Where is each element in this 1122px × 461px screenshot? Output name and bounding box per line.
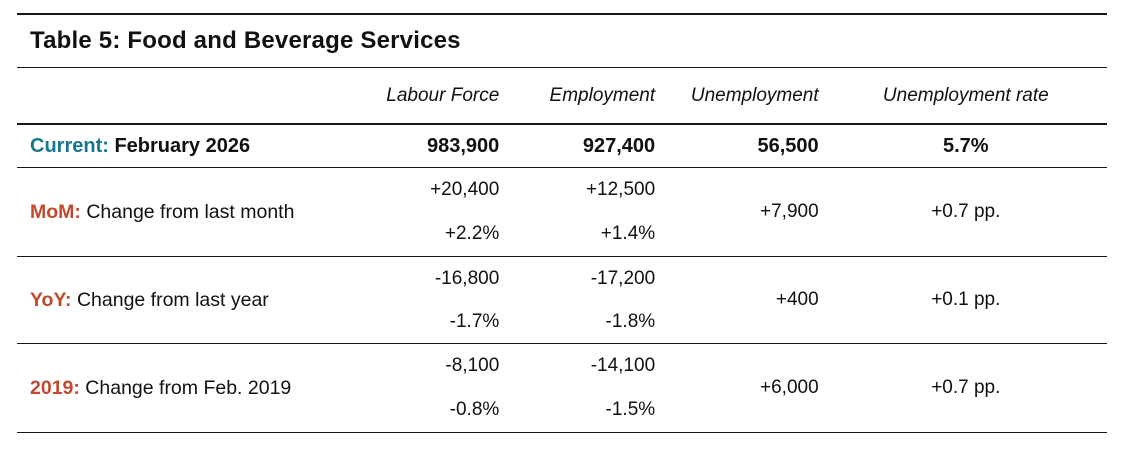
- cell-current-unemployment-rate: 5.7%: [943, 134, 989, 157]
- cell-2019-labour-force-pct: -0.8%: [449, 399, 500, 420]
- cell-yoy-labour-force-abs: -16,800: [434, 267, 500, 289]
- cell-current-unemployment: 56,500: [757, 134, 819, 157]
- cell-2019-employment-pct: -1.5%: [605, 399, 656, 420]
- cell-mom-employment-abs: +12,500: [585, 179, 656, 200]
- row-label-text-current: February 2026: [114, 134, 251, 157]
- table-title-row: Table 5: Food and Beverage Services: [17, 15, 1107, 68]
- cell-2019-employment-abs: -14,100: [590, 355, 656, 376]
- column-header-row: Labour Force Employment Unemployment Une…: [17, 68, 1107, 125]
- cell-yoy-employment: -17,200 -1.8%: [505, 257, 661, 343]
- column-header-unemployment: Unemployment: [690, 84, 819, 106]
- cell-mom-unemployment-rate: +0.7 pp.: [931, 201, 1001, 222]
- cell-yoy-employment-pct: -1.8%: [605, 310, 656, 332]
- cell-yoy-unemployment: +400: [775, 289, 819, 310]
- table-row-2019: 2019: Change from Feb. 2019 -8,100 -0.8%…: [17, 344, 1107, 432]
- cell-mom-unemployment: +7,900: [760, 201, 819, 222]
- cell-mom-labour-force: +20,400 +2.2%: [355, 168, 505, 256]
- cell-yoy-unemployment-rate: +0.1 pp.: [931, 289, 1001, 310]
- cell-mom-labour-force-pct: +2.2%: [444, 223, 500, 244]
- table-title: Table 5: Food and Beverage Services: [30, 27, 461, 54]
- cell-yoy-labour-force: -16,800 -1.7%: [355, 257, 505, 343]
- cell-mom-employment: +12,500 +1.4%: [505, 168, 661, 256]
- row-label-current: Current: February 2026: [17, 135, 355, 158]
- cell-2019-labour-force-abs: -8,100: [445, 355, 500, 376]
- cell-2019-employment: -14,100 -1.5%: [505, 344, 661, 432]
- cell-current-employment: 927,400: [582, 134, 656, 157]
- row-prefix-yoy: YoY:: [30, 288, 72, 311]
- table-row-yoy: YoY: Change from last year -16,800 -1.7%…: [17, 257, 1107, 344]
- row-label-text-2019: Change from Feb. 2019: [85, 376, 292, 399]
- cell-mom-employment-pct: +1.4%: [600, 223, 656, 244]
- cell-yoy-labour-force-pct: -1.7%: [449, 310, 500, 332]
- row-prefix-mom: MoM:: [30, 200, 81, 223]
- row-label-2019: 2019: Change from Feb. 2019: [17, 377, 355, 400]
- row-label-text-yoy: Change from last year: [76, 288, 269, 311]
- cell-2019-unemployment-rate: +0.7 pp.: [931, 377, 1001, 398]
- cell-mom-labour-force-abs: +20,400: [430, 179, 500, 200]
- cell-yoy-employment-abs: -17,200: [590, 267, 656, 289]
- cell-current-labour-force: 983,900: [427, 134, 500, 157]
- row-prefix-current: Current:: [30, 134, 109, 157]
- row-prefix-2019: 2019:: [30, 376, 80, 399]
- row-label-text-mom: Change from last month: [86, 200, 295, 223]
- table-row-current: Current: February 2026 983,900 927,400 5…: [17, 125, 1107, 168]
- column-header-labour-force: Labour Force: [386, 84, 500, 106]
- cell-2019-unemployment: +6,000: [760, 377, 819, 398]
- row-label-mom: MoM: Change from last month: [17, 201, 355, 224]
- food-beverage-table: Table 5: Food and Beverage Services Labo…: [17, 13, 1107, 433]
- column-header-employment: Employment: [549, 84, 656, 106]
- table-row-mom: MoM: Change from last month +20,400 +2.2…: [17, 168, 1107, 257]
- column-header-unemployment-rate: Unemployment rate: [882, 84, 1049, 106]
- cell-2019-labour-force: -8,100 -0.8%: [355, 344, 505, 432]
- row-label-yoy: YoY: Change from last year: [17, 289, 355, 312]
